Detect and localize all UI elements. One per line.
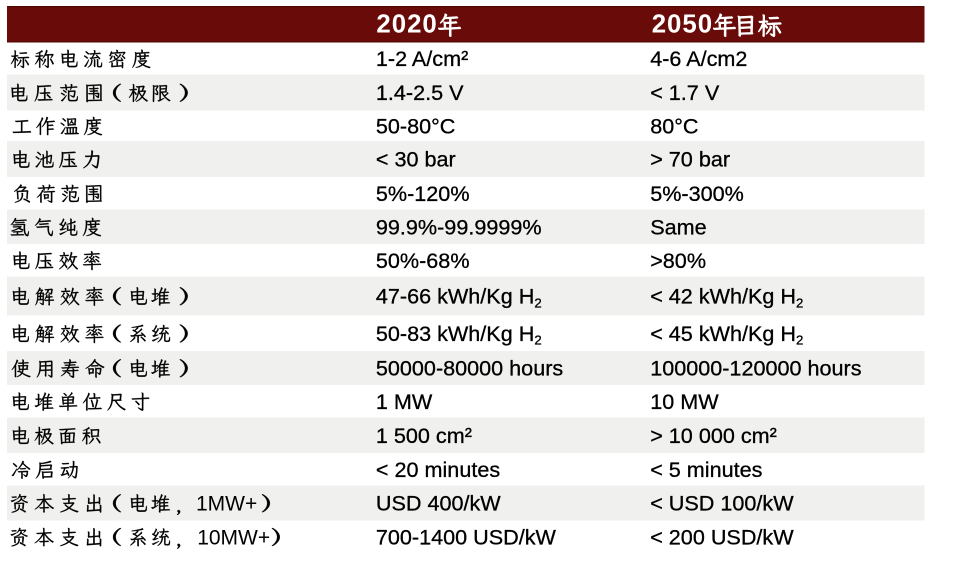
svg-text:99.9%-99.9999%: 99.9%-99.9999%	[376, 214, 542, 239]
svg-text:1MW+: 1MW+	[196, 493, 257, 516]
svg-text:Same: Same	[650, 214, 706, 239]
svg-text:4-6 A/cm2: 4-6 A/cm2	[650, 46, 747, 71]
svg-text:10MW+: 10MW+	[197, 526, 270, 549]
svg-text:< 42 kWh/Kg H2: < 42 kWh/Kg H2	[650, 284, 803, 311]
svg-text:47-66 kWh/Kg H2: 47-66 kWh/Kg H2	[376, 284, 542, 311]
svg-text:< USD 100/kW: < USD 100/kW	[650, 491, 794, 516]
svg-text:100000-120000 hours: 100000-120000 hours	[650, 356, 862, 381]
svg-text:1 500 cm²: 1 500 cm²	[376, 423, 472, 448]
svg-text:700-1400 USD/kW: 700-1400 USD/kW	[376, 524, 557, 549]
svg-text:< 5 minutes: < 5 minutes	[650, 457, 762, 482]
svg-text:1-2 A/cm²: 1-2 A/cm²	[376, 46, 468, 71]
svg-text:> 70 bar: > 70 bar	[650, 147, 730, 172]
svg-text:2020: 2020	[376, 11, 437, 39]
svg-text:5%-120%: 5%-120%	[376, 181, 470, 206]
svg-text:< 20 minutes: < 20 minutes	[376, 457, 500, 482]
svg-text:< 45 kWh/Kg H2: < 45 kWh/Kg H2	[650, 321, 803, 348]
svg-text:< 200 USD/kW: < 200 USD/kW	[650, 524, 794, 549]
svg-text:50000-80000 hours: 50000-80000 hours	[376, 356, 564, 381]
svg-text:1 MW: 1 MW	[376, 389, 433, 414]
svg-text:1.4-2.5 V: 1.4-2.5 V	[376, 80, 464, 105]
svg-text:80°C: 80°C	[650, 113, 698, 138]
svg-text:< 1.7 V: < 1.7 V	[650, 80, 720, 105]
svg-text:10 MW: 10 MW	[650, 389, 719, 414]
svg-text:< 30 bar: < 30 bar	[376, 147, 456, 172]
svg-text:50%-68%: 50%-68%	[376, 248, 470, 273]
svg-text:2050: 2050	[652, 11, 713, 39]
svg-text:5%-300%: 5%-300%	[650, 181, 744, 206]
svg-text:50-83 kWh/Kg H2: 50-83 kWh/Kg H2	[376, 321, 542, 348]
svg-text:> 10 000 cm²: > 10 000 cm²	[650, 423, 777, 448]
svg-text:>80%: >80%	[650, 248, 706, 273]
svg-text:50-80°C: 50-80°C	[376, 113, 455, 138]
svg-text:USD 400/kW: USD 400/kW	[376, 491, 501, 516]
